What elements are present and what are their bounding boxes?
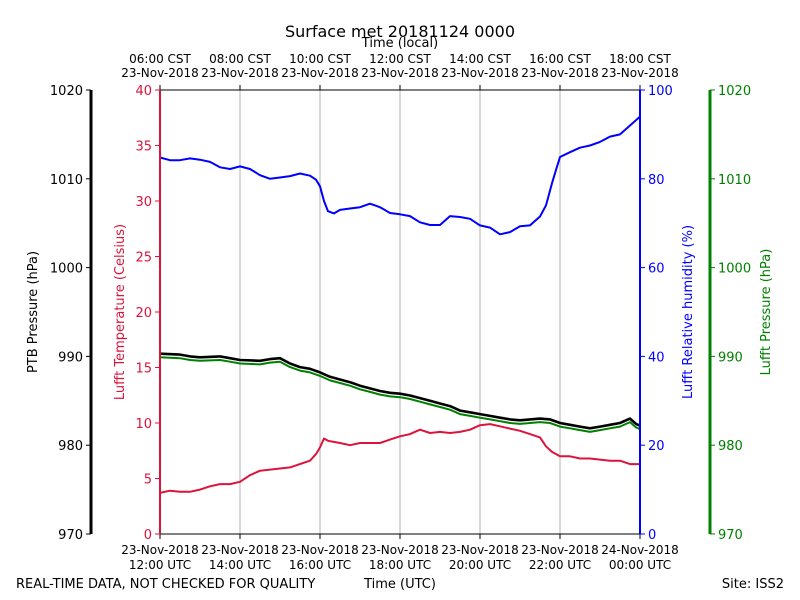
lufft_p-tick-label: 990 — [718, 350, 743, 365]
series-line-lufft-temperature — [159, 423, 640, 494]
lufft_p-tick-label: 1000 — [718, 262, 751, 277]
x-tick-time-label: 20:00 UTC — [449, 558, 511, 572]
footer-site: Site: ISS2 — [722, 577, 784, 592]
lufft-pressure-axis-label: Lufft Pressure (hPa) — [759, 249, 774, 376]
temp-tick-label: 35 — [135, 140, 152, 155]
temp-axis-label: Lufft Temperature (Celsius) — [113, 224, 128, 400]
top-tick-date-label: 23-Nov-2018 — [361, 66, 439, 80]
top-tick-time-label: 06:00 CST — [129, 52, 191, 66]
ptb-tick-label: 1010 — [50, 173, 83, 188]
rh-tick-label: 20 — [648, 439, 665, 454]
series-line-lufft-pressure — [159, 356, 641, 433]
top-tick-time-label: 12:00 CST — [369, 52, 431, 66]
x-tick-time-label: 16:00 UTC — [289, 558, 351, 572]
chart-title: Surface met 20181124 0000 — [285, 22, 515, 41]
top-tick-date-label: 23-Nov-2018 — [121, 66, 199, 80]
top-tick-time-label: 16:00 CST — [529, 52, 591, 66]
ptb-tick-label: 1020 — [50, 84, 83, 99]
x-tick-date-label: 23-Nov-2018 — [121, 543, 199, 557]
top-tick-date-label: 23-Nov-2018 — [201, 66, 279, 80]
temp-tick-label: 5 — [144, 473, 152, 488]
temp-tick-label: 10 — [135, 417, 152, 432]
temp-tick-label: 0 — [144, 528, 152, 543]
footer-quality-note: REAL-TIME DATA, NOT CHECKED FOR QUALITY — [16, 577, 315, 592]
lufft_p-tick-label: 980 — [718, 439, 743, 454]
rh-tick-label: 60 — [648, 262, 665, 277]
x-tick-date-label: 23-Nov-2018 — [201, 543, 279, 557]
top-tick-date-label: 23-Nov-2018 — [601, 66, 679, 80]
top-tick-time-label: 10:00 CST — [289, 52, 351, 66]
rh-tick-label: 80 — [648, 173, 665, 188]
vertical-gridlines — [160, 90, 640, 534]
rh-tick-label: 0 — [648, 528, 656, 543]
top-tick-time-label: 08:00 CST — [209, 52, 271, 66]
lufft_p-tick-label: 1010 — [718, 173, 751, 188]
ptb-tick-label: 990 — [58, 350, 83, 365]
temp-tick-label: 30 — [135, 195, 152, 210]
lufft_p-tick-label: 970 — [718, 528, 743, 543]
rh-tick-label: 40 — [648, 350, 665, 365]
ptb-tick-label: 980 — [58, 439, 83, 454]
ptb-axis-label: PTB Pressure (hPa) — [26, 251, 41, 373]
x-tick-date-label: 23-Nov-2018 — [281, 543, 359, 557]
rh-axis-label: Lufft Relative humidity (%) — [681, 225, 696, 399]
ptb-tick-label: 970 — [58, 528, 83, 543]
x-tick-time-label: 18:00 UTC — [369, 558, 431, 572]
temp-tick-label: 20 — [135, 306, 152, 321]
top-tick-time-label: 18:00 CST — [609, 52, 671, 66]
top-axis-label: Time (local) — [361, 36, 438, 51]
x-tick-time-label: 00:00 UTC — [609, 558, 671, 572]
x-tick-date-label: 23-Nov-2018 — [441, 543, 519, 557]
x-tick-date-label: 23-Nov-2018 — [521, 543, 599, 557]
top-tick-date-label: 23-Nov-2018 — [281, 66, 359, 80]
temp-tick-label: 40 — [135, 84, 152, 99]
series-line-lufft-relative-humidity — [159, 115, 641, 236]
top-tick-time-label: 14:00 CST — [449, 52, 511, 66]
x-tick-date-label: 23-Nov-2018 — [361, 543, 439, 557]
ptb-tick-label: 1000 — [50, 262, 83, 277]
x-tick-time-label: 22:00 UTC — [529, 558, 591, 572]
temp-tick-label: 25 — [135, 251, 152, 266]
top-tick-date-label: 23-Nov-2018 — [441, 66, 519, 80]
series-line-ptb-pressure — [159, 352, 641, 430]
rh-tick-label: 100 — [648, 84, 673, 99]
x-tick-time-label: 12:00 UTC — [129, 558, 191, 572]
x-tick-date-label: 24-Nov-2018 — [601, 543, 679, 557]
series-layer — [159, 115, 641, 494]
lufft_p-tick-label: 1020 — [718, 84, 751, 99]
temp-tick-label: 15 — [135, 362, 152, 377]
x-axis-label: Time (UTC) — [363, 577, 436, 592]
top-tick-date-label: 23-Nov-2018 — [521, 66, 599, 80]
x-tick-time-label: 14:00 UTC — [209, 558, 271, 572]
